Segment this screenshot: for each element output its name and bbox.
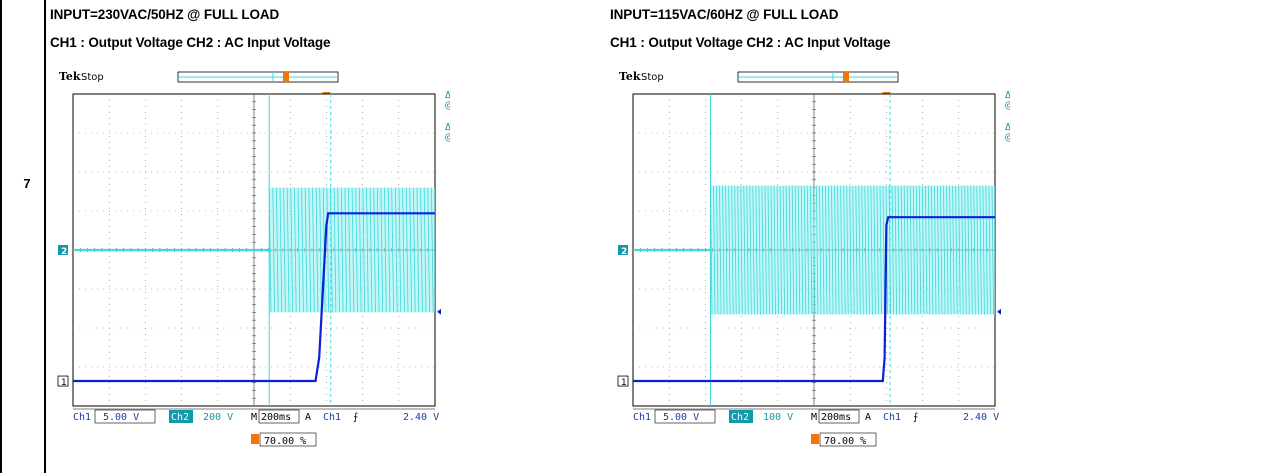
trigger-slope-icon: ⨍: [353, 412, 358, 423]
ch1-marker-label: 1: [621, 378, 627, 388]
acquisition-status: Stop: [81, 72, 104, 83]
trigger-level: 2.40 V: [963, 412, 999, 423]
ch2-ac-waveform: [710, 185, 994, 315]
trigger-position-value: 70.00 %: [824, 436, 866, 447]
ch1-scale: 5.00 V: [663, 412, 699, 423]
acquisition-status: Stop: [641, 72, 664, 83]
voltage-delta-label: Δ:: [1005, 90, 1010, 101]
row-number: 7: [23, 176, 31, 191]
trigger-level-arrow-icon: [997, 308, 1001, 315]
ch1-scale-box: [654, 409, 716, 424]
ch1-marker-label: 1: [61, 378, 67, 388]
ch2-label: Ch2: [731, 412, 749, 423]
timebase-value: 200ms: [821, 412, 851, 423]
trigger-position-marker: [283, 72, 289, 82]
ch2-ground-marker: [58, 245, 68, 255]
oscilloscope-capture-2: TekStopT21Δ:80.0 V@:−84.0 VΔ:992ms@:−972…: [610, 66, 1010, 466]
ch1-scale: 5.00 V: [103, 412, 139, 423]
ch1-output-voltage-trace: [73, 212, 435, 383]
trigger-position-box: [259, 432, 317, 447]
column-divider: [44, 0, 46, 473]
ch1-label: Ch1: [633, 412, 651, 423]
scope-svg: TekStopT21Δ:292 V@:288 VΔ:340ms@:−316msC…: [57, 70, 450, 447]
panel-1-title: INPUT=230VAC/50HZ @ FULL LOAD: [50, 7, 280, 22]
ch1-output-voltage-trace: [633, 216, 995, 383]
time-delta-label: Δ:: [1005, 122, 1010, 133]
ch2-scale: 100 V: [763, 412, 793, 423]
trigger-position-box: [819, 432, 877, 447]
tek-logo: Tek: [619, 70, 641, 83]
ch2-marker-label: 2: [621, 247, 627, 257]
ch1-scale-box: [94, 409, 156, 424]
ch2-marker-label: 2: [61, 247, 67, 257]
trigger-level: 2.40 V: [403, 412, 439, 423]
panel-2-title: INPUT=115VAC/60HZ @ FULL LOAD: [610, 7, 839, 22]
ch2-ground-marker: [618, 245, 628, 255]
trigger-position-marker: [843, 72, 849, 82]
ch2-label-box: [729, 410, 753, 423]
trigger-mode: A: [305, 412, 311, 423]
panel-1-subtitle: CH1 : Output Voltage CH2 : AC Input Volt…: [50, 35, 331, 50]
tek-logo: Tek: [59, 70, 81, 83]
ch1-ground-marker: [617, 375, 629, 387]
ch1-label: Ch1: [73, 412, 91, 423]
trigger-position-icon: [251, 434, 259, 444]
timebase-label: M: [251, 412, 257, 423]
trigger-slope-icon: ⨍: [913, 412, 918, 423]
ch1-ground-marker: [57, 375, 69, 387]
trigger-level-arrow-icon: [437, 308, 441, 315]
oscilloscope-capture-1: TekStopT21Δ:292 V@:288 VΔ:340ms@:−316msC…: [50, 66, 450, 466]
trigger-source: Ch1: [883, 412, 901, 423]
voltage-at-label: @:: [445, 100, 450, 111]
trigger-position-icon: [811, 434, 819, 444]
trigger-mode: A: [865, 412, 871, 423]
voltage-at-label: @:: [1005, 100, 1010, 111]
left-border: [0, 0, 2, 473]
scope-svg: TekStopT21Δ:80.0 V@:−84.0 VΔ:992ms@:−972…: [617, 70, 1010, 447]
time-at-label: @:: [1005, 132, 1010, 143]
timebase-value: 200ms: [261, 412, 291, 423]
panel-2-subtitle: CH1 : Output Voltage CH2 : AC Input Volt…: [610, 35, 891, 50]
time-at-label: @:: [445, 132, 450, 143]
trigger-source: Ch1: [323, 412, 341, 423]
timebase-box: [818, 409, 860, 424]
time-delta-label: Δ:: [445, 122, 450, 133]
voltage-delta-label: Δ:: [445, 90, 450, 101]
trigger-position-value: 70.00 %: [264, 436, 306, 447]
ch2-label-box: [169, 410, 193, 423]
ch2-scale: 200 V: [203, 412, 233, 423]
timebase-label: M: [811, 412, 817, 423]
timebase-box: [258, 409, 300, 424]
ch2-label: Ch2: [171, 412, 189, 423]
